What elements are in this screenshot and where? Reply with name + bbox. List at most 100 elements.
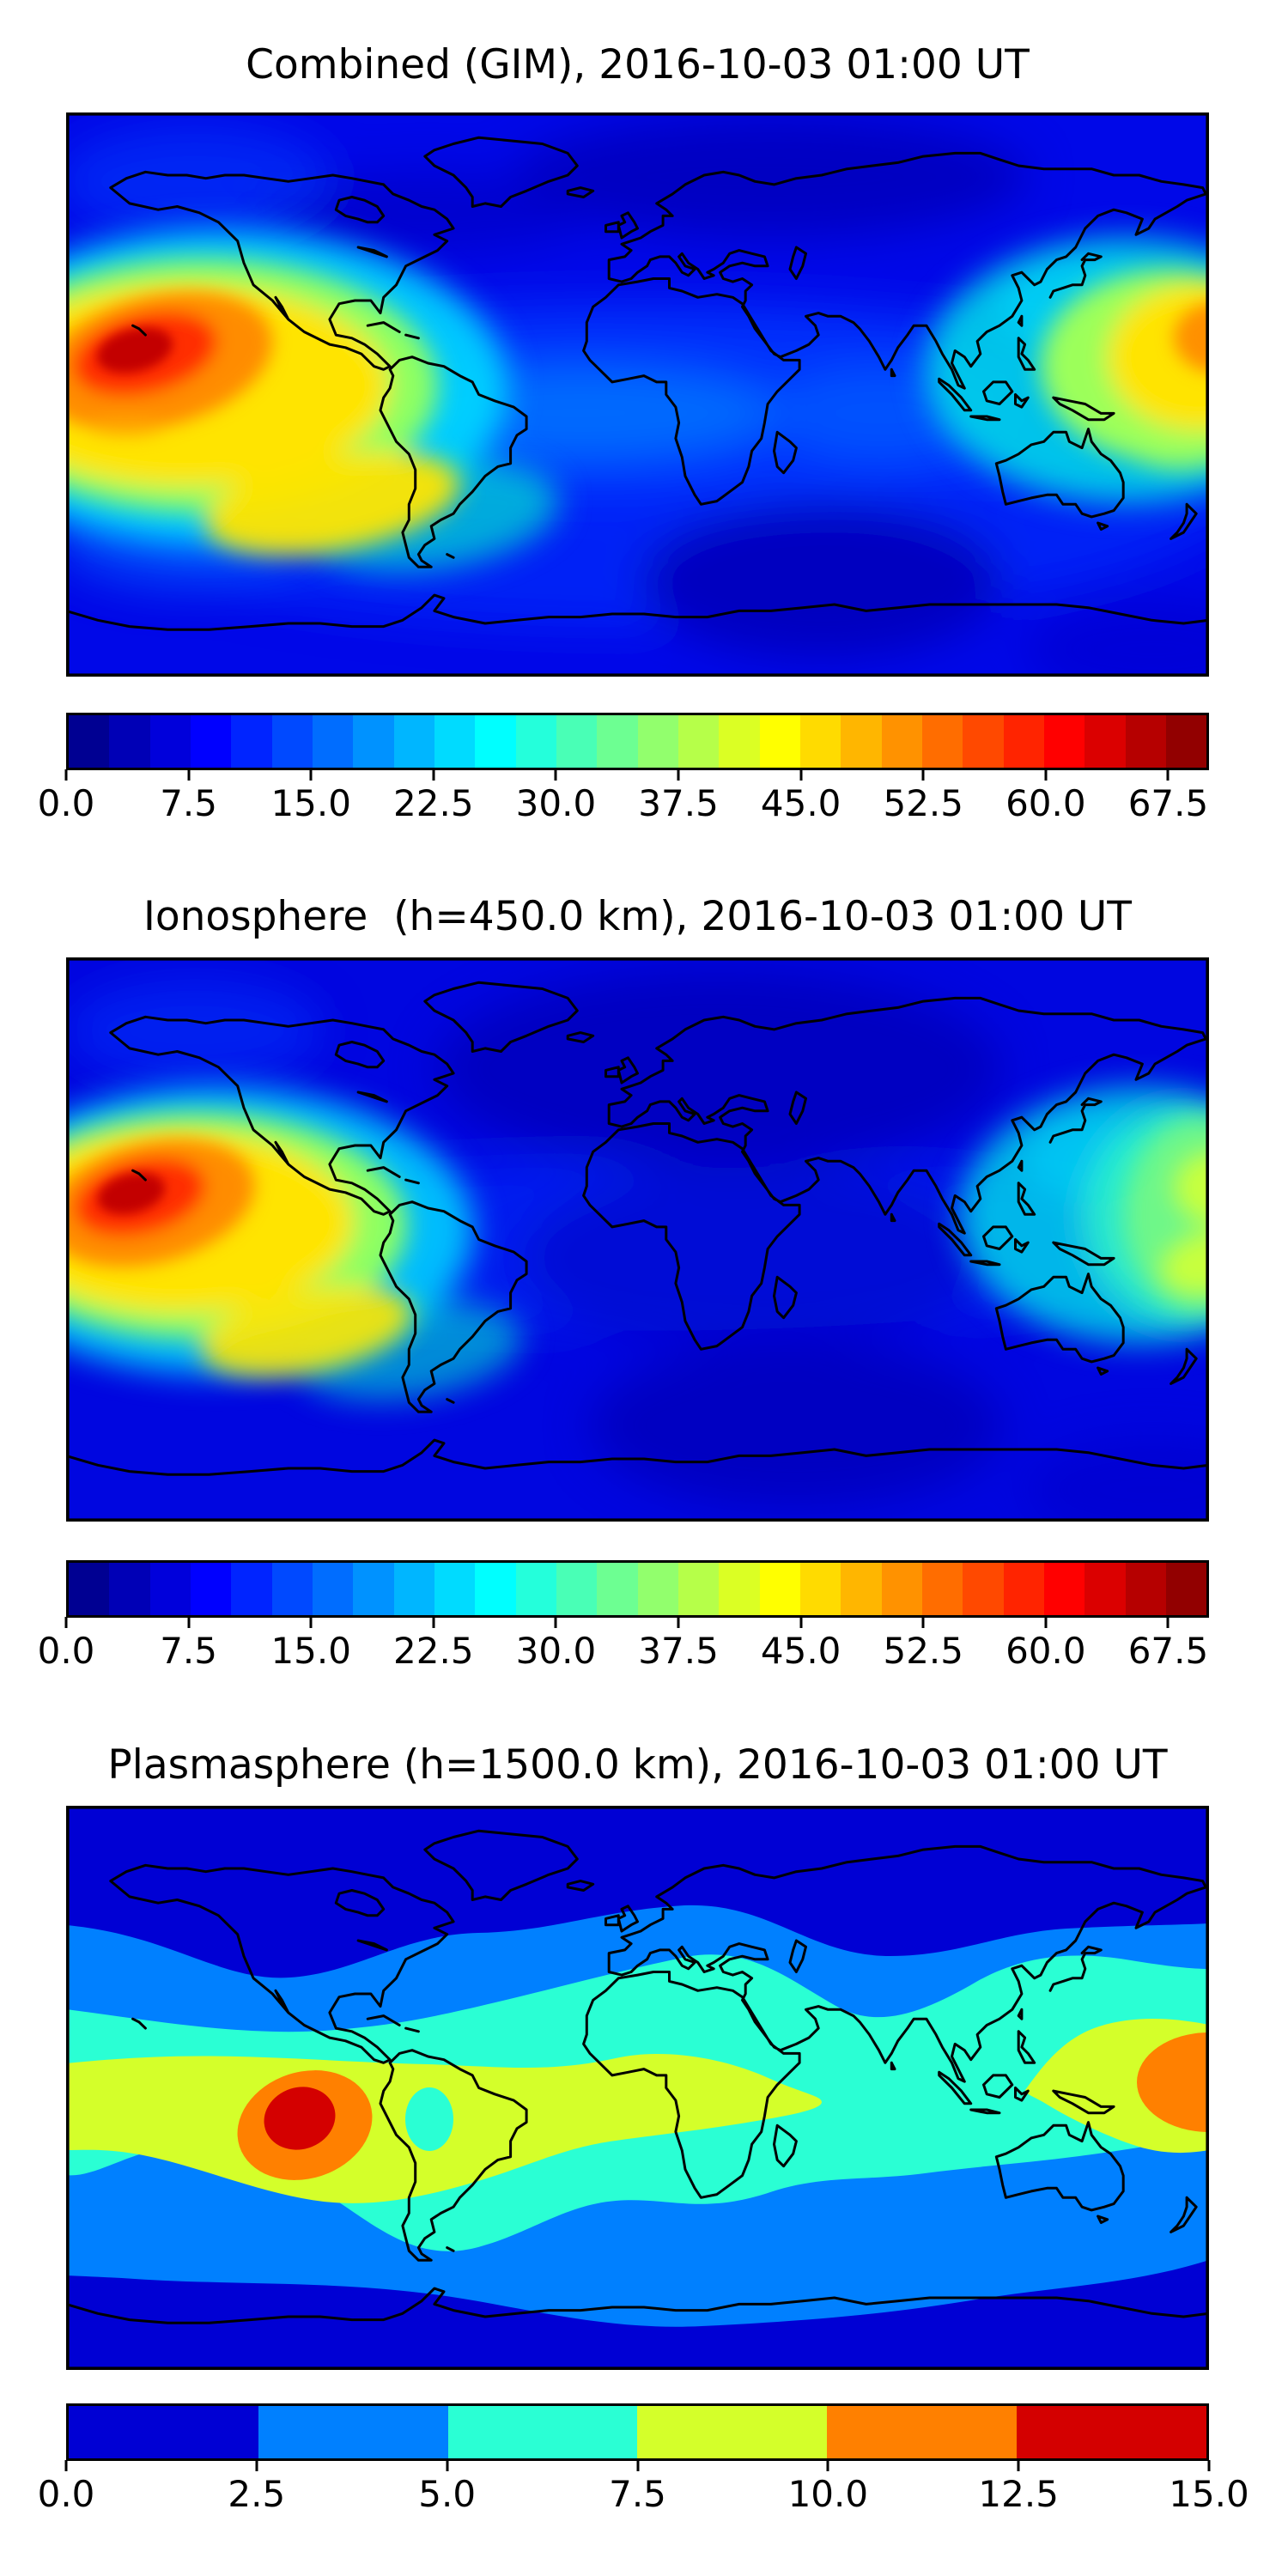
colorbar-segment [799,1563,841,1615]
colorbar-tick [677,769,680,781]
colorbar-segment [231,715,272,768]
colorbar-segment [841,715,882,768]
colorbar-tick [1044,769,1048,781]
colorbar-segment [1084,1563,1126,1615]
colorbar-segment [515,715,556,768]
colorbar-segment [719,1563,760,1615]
colorbar-tick-label: 45.0 [760,1630,841,1672]
colorbar-segment [258,2406,448,2458]
colorbar-tick [446,2460,449,2471]
colorbar-segment [475,715,516,768]
map2-border [66,957,1209,1522]
colorbar-tick-label: 22.5 [393,782,474,824]
colorbar-segment [149,715,191,768]
colorbar-segment [69,2406,258,2458]
colorbar-segment [353,1563,394,1615]
map-plasmasphere [66,1806,1209,2370]
colorbar-tick [1017,2460,1020,2471]
colorbar-tick [799,769,803,781]
colorbar-segment [1125,1563,1166,1615]
colorbar-plasmasphere-labels: 0.0 2.5 5.0 7.5 10.0 12.5 15.0 [38,2472,1249,2517]
colorbar-tick-label: 15.0 [1169,2473,1249,2515]
colorbar-segment [799,715,841,768]
colorbar-tick [921,1617,925,1628]
colorbar-tick [826,2460,829,2471]
colorbar-segment [69,1563,110,1615]
colorbar-tick-label: 30.0 [515,782,597,824]
colorbar-tick-label: 30.0 [515,1630,597,1672]
colorbar-tick [799,1617,803,1628]
colorbar-tick [921,769,925,781]
colorbar-segment [1003,1563,1044,1615]
colorbar-tick-label: 60.0 [1005,782,1086,824]
colorbar-plasmasphere [66,2403,1209,2461]
colorbar-segment [881,1563,922,1615]
colorbar-segment [827,2406,1018,2458]
colorbar-tick-label: 0.0 [37,782,95,824]
colorbar-segment [963,715,1004,768]
colorbar-segment [1084,715,1126,768]
colorbar-tick-label: 22.5 [393,1630,474,1672]
colorbar-segment [393,1563,434,1615]
colorbar-tick-label: 52.5 [883,1630,964,1672]
colorbar-segment [475,1563,516,1615]
colorbar-tick-label: 37.5 [638,1630,719,1672]
colorbar-tick-label: 12.5 [978,2473,1059,2515]
colorbar-tick-label: 5.0 [418,2473,477,2515]
map3-orange-bulge-east [1137,2032,1209,2132]
panel2-title: Ionosphere (h=450.0 km), 2016-10-03 01:0… [143,893,1133,940]
colorbar-segment [190,1563,232,1615]
colorbar-tick-label: 0.0 [37,2473,95,2515]
colorbar-tick-label: 10.0 [787,2473,869,2515]
colorbar-segment [271,715,313,768]
colorbar-tick [1207,2460,1211,2471]
colorbar-tick [1166,1617,1170,1628]
colorbar-tick-label: 7.5 [160,782,217,824]
panel1-title: Combined (GIM), 2016-10-03 01:00 UT [246,41,1030,88]
colorbar-tick-label: 2.5 [228,2473,286,2515]
colorbar-tick-label: 67.5 [1127,782,1209,824]
colorbar-tick [554,1617,557,1628]
colorbar-combined-ticks [64,769,1209,781]
colorbar-segment [312,715,354,768]
colorbar-segment [597,1563,638,1615]
colorbar-tick [64,2460,68,2471]
colorbar-segment [759,715,800,768]
coastlines-layer [66,136,1209,631]
colorbar-segment [312,1563,354,1615]
colorbar-segment [109,715,150,768]
colorbar-segment [1017,2406,1206,2458]
colorbar-segment [109,1563,150,1615]
map3-brazil-minimum-hole [405,2087,453,2151]
map1-peak-layer [96,327,173,374]
colorbar-segment [271,1563,313,1615]
colorbar-segment [921,1563,963,1615]
colorbar-segment [149,1563,191,1615]
colorbar-tick [187,769,191,781]
colorbar-segment [1165,1563,1207,1615]
colorbar-tick [187,1617,191,1628]
colorbar-tick [309,1617,313,1628]
map2-peak-layer [97,1172,166,1215]
colorbar-segment [637,2406,828,2458]
colorbar-ionosphere-labels: 0.0 7.5 15.0 22.5 30.0 37.5 45.0 52.5 60.0 67.5 [38,1629,1209,1674]
colorbar-segment [881,715,922,768]
colorbar-segment [921,715,963,768]
colorbar-tick-label: 52.5 [883,782,964,824]
colorbar-tick-label: 37.5 [638,782,719,824]
colorbar-plasmasphere-ticks [64,2460,1211,2472]
colorbar-tick-label: 15.0 [270,782,351,824]
colorbar-tick-label: 45.0 [760,782,841,824]
colorbar-tick [432,1617,435,1628]
colorbar-segment [190,715,232,768]
colorbar-tick [64,1617,68,1628]
colorbar-segment [447,2406,638,2458]
map-ionosphere [66,957,1209,1522]
map1-border [66,112,1209,677]
colorbar-segment [841,1563,882,1615]
colorbar-tick [432,769,435,781]
colorbar-segment [69,715,110,768]
colorbar-segment [393,715,434,768]
colorbar-tick [64,769,68,781]
